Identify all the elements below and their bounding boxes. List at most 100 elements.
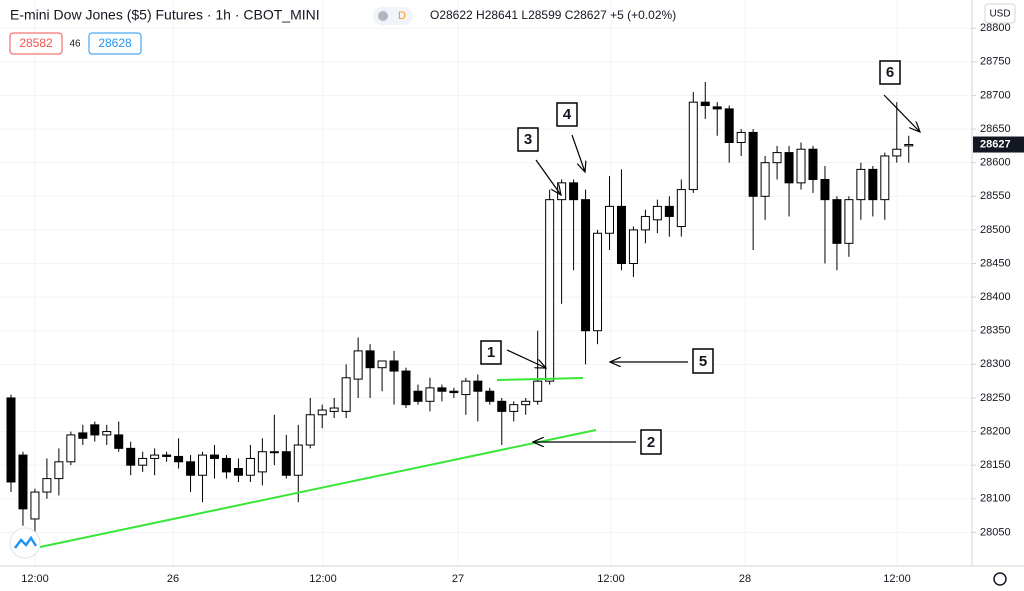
x-tick-label: 12:00 xyxy=(309,573,337,585)
candle-body xyxy=(198,454,208,476)
candle-body xyxy=(605,205,614,234)
buy-price: 28628 xyxy=(98,36,132,50)
grid xyxy=(0,0,972,566)
candle-body xyxy=(30,491,40,520)
candle-body xyxy=(78,432,88,439)
delayed-badge: D xyxy=(398,10,406,22)
candle-body xyxy=(138,457,148,466)
candle-body xyxy=(652,205,662,221)
plot xyxy=(6,82,914,533)
candle-body xyxy=(664,205,674,217)
candle-body xyxy=(581,199,591,332)
candle-body xyxy=(856,168,866,201)
candle-body xyxy=(42,478,52,493)
candle-body xyxy=(329,407,339,412)
candle-body xyxy=(545,199,555,382)
candle-body xyxy=(281,451,291,476)
arrow xyxy=(506,349,546,368)
candle-body xyxy=(784,152,794,184)
candle-body xyxy=(736,131,746,144)
y-tick-label: 28250 xyxy=(980,392,1011,404)
y-tick-label: 28750 xyxy=(980,56,1011,68)
candle-body xyxy=(892,148,902,157)
annotation: 2 xyxy=(647,434,655,451)
candle-body xyxy=(676,189,686,228)
candle-body xyxy=(724,108,734,144)
candle-body xyxy=(640,215,650,231)
candle-body xyxy=(437,387,447,392)
x-tick-label: 12:00 xyxy=(597,573,625,585)
x-tick-label: 28 xyxy=(739,573,751,585)
currency-box[interactable] xyxy=(984,3,1016,24)
candle-body xyxy=(269,451,279,454)
candle-body xyxy=(389,360,399,372)
candle-body xyxy=(844,199,854,244)
sell-box[interactable] xyxy=(9,32,63,55)
candle-body xyxy=(305,414,315,446)
candle-body xyxy=(593,232,603,332)
annotation-box xyxy=(480,340,502,365)
annotations: 1 2 3 4 5 6 xyxy=(480,60,920,455)
arrow xyxy=(571,134,585,172)
candle-body xyxy=(485,390,495,402)
candle-body xyxy=(162,454,172,457)
chart-title: E-mini Dow Jones ($5) Futures · 1h · CBO… xyxy=(10,7,320,23)
candle-body xyxy=(880,155,890,201)
candle-body xyxy=(377,360,387,369)
annotation-box xyxy=(692,348,714,374)
price-axis xyxy=(972,0,1024,591)
candle-body xyxy=(772,152,782,164)
annotation: 5 xyxy=(699,353,707,370)
candle-body xyxy=(365,350,375,369)
y-tick-label: 28800 xyxy=(980,22,1011,34)
candle-body xyxy=(688,101,698,191)
candle-body xyxy=(413,390,423,402)
candle-body xyxy=(257,451,267,473)
candle-body xyxy=(533,380,543,402)
candle-body xyxy=(186,461,196,476)
annotation-box xyxy=(556,102,578,127)
candle-body xyxy=(628,229,638,265)
logo-mark xyxy=(14,535,38,549)
annotation-box xyxy=(879,60,901,85)
x-tick-label: 12:00 xyxy=(883,573,911,585)
candle-body xyxy=(904,144,914,147)
y-tick-label: 28400 xyxy=(980,291,1011,303)
annotation: 6 xyxy=(886,64,894,81)
axis-labels: 28050 28100 28150 28200 28250 28300 28350 28400… xyxy=(21,22,1024,585)
candle-body xyxy=(832,199,842,244)
candle-body xyxy=(102,431,112,436)
x-tick-label: 27 xyxy=(452,573,464,585)
y-tick-label: 28450 xyxy=(980,257,1011,269)
candle-body xyxy=(449,390,459,394)
candle-body xyxy=(820,178,830,201)
sell-price: 28582 xyxy=(19,36,53,50)
y-tick-label: 28600 xyxy=(980,157,1011,169)
spread: 46 xyxy=(69,39,81,50)
y-tick-label: 28650 xyxy=(980,123,1011,135)
buy-box[interactable] xyxy=(88,32,142,55)
arrow xyxy=(883,94,920,132)
y-tick-label: 28100 xyxy=(980,493,1011,505)
candle-body xyxy=(221,457,231,473)
last-price-box xyxy=(973,136,1024,153)
candle-body xyxy=(174,455,184,463)
y-tick-label: 28300 xyxy=(980,358,1011,370)
annotation: 4 xyxy=(563,106,572,123)
toggle-dot xyxy=(378,11,388,21)
candle-body xyxy=(509,404,519,412)
arrow xyxy=(535,159,561,195)
candle-body xyxy=(868,168,878,201)
currency: USD xyxy=(989,9,1010,20)
y-tick-label: 28150 xyxy=(980,459,1011,471)
candle-body xyxy=(18,454,28,510)
y-tick-label: 28700 xyxy=(980,89,1011,101)
last-price: 28627 xyxy=(980,138,1011,150)
candle-body xyxy=(114,434,124,449)
candle-body xyxy=(401,370,411,406)
ohlc: O28622 H28641 L28599 C28627 +5 (+0.02%) xyxy=(430,8,676,22)
candle-body xyxy=(66,434,76,463)
settings-icon[interactable] xyxy=(993,572,1007,586)
candle-body xyxy=(245,457,255,476)
candle-body xyxy=(293,444,303,476)
